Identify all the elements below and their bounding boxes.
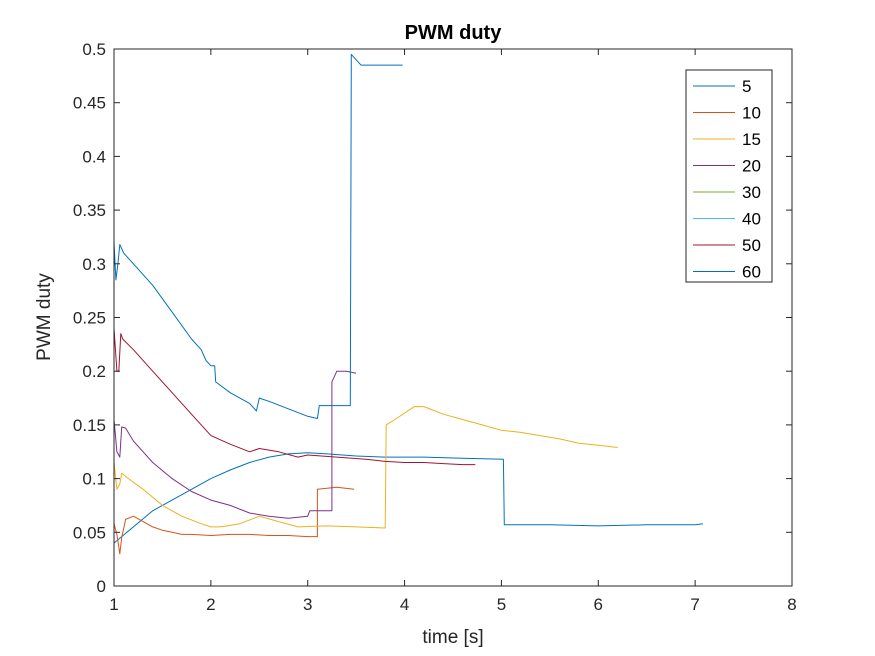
series-layer [113, 53, 703, 555]
x-tick-label: 4 [400, 595, 409, 614]
x-tick-label: 6 [594, 595, 603, 614]
plot-area [114, 49, 792, 586]
y-axis-title: PWM duty [34, 273, 55, 361]
y-tick-label: 0.05 [73, 523, 106, 542]
y-tick-label: 0.1 [82, 470, 106, 489]
x-tick-label: 1 [109, 595, 118, 614]
x-tick-label: 2 [206, 595, 215, 614]
series-line-20 [113, 370, 357, 519]
series-line-50 [113, 328, 476, 466]
y-tick-label: 0.35 [73, 201, 106, 220]
legend-label-40: 40 [742, 210, 761, 229]
chart-title: PWM duty [405, 22, 503, 44]
y-tick-label: 0.2 [82, 362, 106, 381]
legend-label-5: 5 [742, 77, 751, 96]
y-tick-label: 0.25 [73, 309, 106, 328]
legend-label-20: 20 [742, 157, 761, 176]
legend-label-30: 30 [742, 183, 761, 202]
series-line-15 [113, 406, 618, 529]
x-axis-title: time [s] [422, 627, 483, 648]
y-tick-label: 0.4 [82, 147, 106, 166]
series-line-5 [113, 452, 703, 544]
y-tick-label: 0.3 [82, 255, 106, 274]
legend: 5 10 15 20 30 40 50 60 [685, 69, 773, 283]
y-tick-label: 0 [97, 577, 106, 596]
y-tick-label: 0.45 [73, 94, 106, 113]
legend-items: 5 10 15 20 30 40 50 60 [693, 77, 761, 282]
x-tick-label: 7 [690, 595, 699, 614]
ticks-layer: 1 2 3 4 5 6 7 8 0 0.05 0.1 0.15 0.2 0.25 0.3 0.35 0.4 0.4… [73, 40, 797, 614]
legend-box [685, 69, 773, 283]
x-tick-label: 3 [303, 595, 312, 614]
y-tick-label: 0.15 [73, 416, 106, 435]
x-tick-label: 8 [787, 595, 796, 614]
series-line-60 [113, 53, 403, 419]
y-tick-label: 0.5 [82, 40, 106, 59]
x-tick-label: 5 [497, 595, 506, 614]
legend-label-10: 10 [742, 104, 761, 123]
legend-label-60: 60 [742, 263, 761, 282]
legend-label-50: 50 [742, 236, 761, 255]
series-line-10 [113, 486, 355, 555]
legend-label-15: 15 [742, 130, 761, 149]
